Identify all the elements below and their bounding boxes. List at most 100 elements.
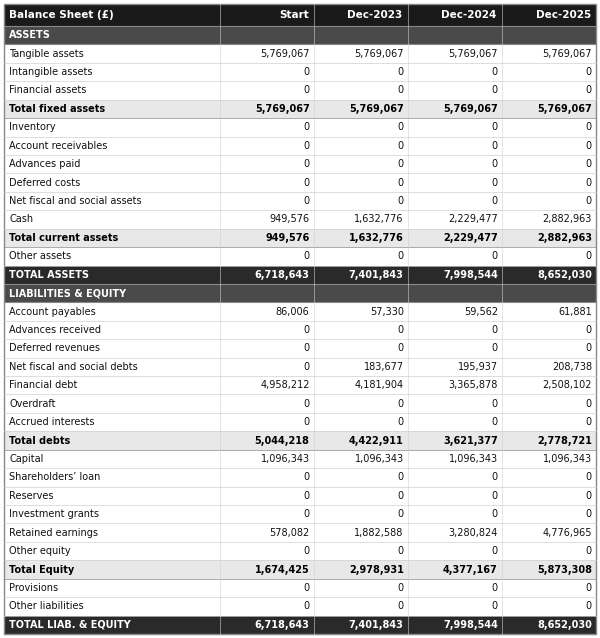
Text: 0: 0 [398, 417, 404, 427]
Text: 8,652,030: 8,652,030 [537, 619, 592, 630]
Bar [4, 26, 596, 45]
Text: 0: 0 [304, 160, 310, 169]
Text: Deferred costs: Deferred costs [9, 177, 80, 188]
Text: Balance Sheet (£): Balance Sheet (£) [9, 10, 114, 20]
Text: Dec-2025: Dec-2025 [536, 10, 591, 20]
Text: Net fiscal and social assets: Net fiscal and social assets [9, 196, 142, 206]
Text: 1,632,776: 1,632,776 [354, 214, 404, 225]
Text: 0: 0 [586, 472, 592, 482]
Text: 59,562: 59,562 [464, 307, 498, 316]
Bar [4, 45, 596, 63]
Text: 0: 0 [304, 325, 310, 335]
Text: 0: 0 [586, 67, 592, 77]
Text: 5,769,067: 5,769,067 [542, 48, 592, 59]
Text: 0: 0 [586, 251, 592, 262]
Text: Cash: Cash [9, 214, 33, 225]
Text: 2,882,963: 2,882,963 [542, 214, 592, 225]
Text: 0: 0 [586, 583, 592, 593]
Text: 1,096,343: 1,096,343 [260, 454, 310, 464]
Bar [4, 542, 596, 560]
Text: 2,508,102: 2,508,102 [542, 380, 592, 390]
Text: 0: 0 [586, 491, 592, 501]
Text: 1,096,343: 1,096,343 [449, 454, 498, 464]
Text: Intangible assets: Intangible assets [9, 67, 92, 77]
Bar [4, 431, 596, 450]
Text: 0: 0 [492, 122, 498, 132]
Text: 0: 0 [304, 251, 310, 262]
Text: 3,621,377: 3,621,377 [443, 436, 498, 445]
Bar [4, 579, 596, 597]
Text: 0: 0 [492, 491, 498, 501]
Text: 0: 0 [304, 583, 310, 593]
Text: 6,718,643: 6,718,643 [255, 619, 310, 630]
Text: 0: 0 [304, 491, 310, 501]
Text: 0: 0 [398, 399, 404, 409]
Text: 2,229,477: 2,229,477 [443, 233, 498, 243]
Bar [4, 118, 596, 137]
Text: 0: 0 [492, 546, 498, 556]
Text: 0: 0 [586, 602, 592, 611]
Text: Other equity: Other equity [9, 546, 71, 556]
Text: 0: 0 [398, 177, 404, 188]
Text: Total Equity: Total Equity [9, 565, 74, 574]
Text: 0: 0 [304, 196, 310, 206]
Text: 0: 0 [398, 546, 404, 556]
Text: 5,769,067: 5,769,067 [260, 48, 310, 59]
Text: Financial debt: Financial debt [9, 380, 77, 390]
Text: 0: 0 [492, 472, 498, 482]
Text: 86,006: 86,006 [276, 307, 310, 316]
Bar [4, 228, 596, 247]
Text: 7,401,843: 7,401,843 [349, 619, 404, 630]
Text: Provisions: Provisions [9, 583, 58, 593]
Bar [4, 100, 596, 118]
Text: 1,632,776: 1,632,776 [349, 233, 404, 243]
Text: 0: 0 [492, 141, 498, 151]
Text: 0: 0 [586, 546, 592, 556]
Text: 2,882,963: 2,882,963 [537, 233, 592, 243]
Text: TOTAL ASSETS: TOTAL ASSETS [9, 270, 89, 279]
Bar [4, 63, 596, 81]
Text: 1,674,425: 1,674,425 [255, 565, 310, 574]
Text: 0: 0 [304, 546, 310, 556]
Text: 0: 0 [492, 196, 498, 206]
Text: 5,769,067: 5,769,067 [354, 48, 404, 59]
Bar [4, 284, 596, 302]
Text: 57,330: 57,330 [370, 307, 404, 316]
Text: 5,769,067: 5,769,067 [349, 104, 404, 114]
Text: 0: 0 [586, 160, 592, 169]
Text: 6,718,643: 6,718,643 [255, 270, 310, 279]
Text: 195,937: 195,937 [458, 362, 498, 372]
Text: 0: 0 [304, 177, 310, 188]
Bar [4, 174, 596, 192]
Bar [4, 358, 596, 376]
Text: 208,738: 208,738 [552, 362, 592, 372]
Text: 0: 0 [586, 399, 592, 409]
Text: 4,377,167: 4,377,167 [443, 565, 498, 574]
Text: 0: 0 [304, 509, 310, 519]
Text: ASSETS: ASSETS [9, 30, 51, 40]
Text: 0: 0 [492, 602, 498, 611]
Text: 0: 0 [398, 343, 404, 353]
Bar [4, 597, 596, 616]
Text: 0: 0 [492, 85, 498, 96]
Text: 0: 0 [586, 141, 592, 151]
Bar [4, 192, 596, 211]
Text: 7,401,843: 7,401,843 [349, 270, 404, 279]
Text: 0: 0 [304, 472, 310, 482]
Bar [4, 487, 596, 505]
Text: 0: 0 [398, 251, 404, 262]
Bar [4, 211, 596, 228]
Text: 0: 0 [398, 509, 404, 519]
Text: Advances paid: Advances paid [9, 160, 80, 169]
Text: 0: 0 [398, 196, 404, 206]
Text: 0: 0 [492, 583, 498, 593]
Text: 0: 0 [398, 141, 404, 151]
Bar [4, 155, 596, 174]
Bar [4, 321, 596, 339]
Text: Dec-2023: Dec-2023 [347, 10, 403, 20]
Bar [4, 523, 596, 542]
Bar [4, 137, 596, 155]
Text: Shareholders’ loan: Shareholders’ loan [9, 472, 100, 482]
Text: Financial assets: Financial assets [9, 85, 86, 96]
Text: TOTAL LIAB. & EQUITY: TOTAL LIAB. & EQUITY [9, 619, 131, 630]
